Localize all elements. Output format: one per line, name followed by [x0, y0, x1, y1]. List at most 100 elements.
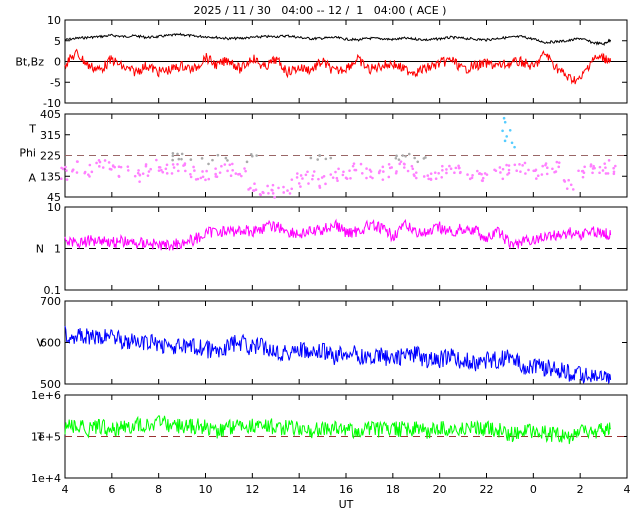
- theta-point: [171, 163, 175, 166]
- theta-point: [296, 172, 299, 175]
- phi-point: [329, 156, 333, 160]
- theta-point: [453, 171, 456, 174]
- theta-point: [158, 166, 162, 169]
- theta-point: [59, 177, 63, 181]
- theta_alt-point: [503, 120, 507, 124]
- phi-point: [177, 157, 181, 161]
- y-tick-label: 45: [47, 191, 61, 204]
- theta-point: [196, 177, 200, 181]
- theta-point: [329, 173, 333, 176]
- theta-point: [282, 185, 285, 189]
- theta-point: [262, 191, 265, 195]
- theta-point: [266, 184, 269, 188]
- x-tick-label: 10: [199, 483, 213, 496]
- theta-point: [88, 163, 92, 167]
- theta-point: [71, 168, 75, 172]
- theta-point: [466, 173, 469, 176]
- theta-point: [149, 167, 153, 171]
- theta-point: [126, 165, 130, 168]
- theta-point: [133, 174, 137, 178]
- theta-point: [468, 177, 472, 181]
- theta-point: [204, 178, 207, 182]
- theta-point: [65, 178, 69, 181]
- y-tick-label: -5: [50, 76, 61, 89]
- theta-point: [87, 173, 90, 176]
- theta-point: [381, 178, 385, 181]
- panel-speed: 700 600 500 V: [36, 295, 628, 391]
- theta-point: [563, 180, 567, 183]
- x-tick-label: 18: [386, 483, 400, 496]
- x-tick-label: 4: [624, 483, 631, 496]
- theta-point: [144, 163, 148, 166]
- theta-point: [165, 172, 169, 175]
- y-axis-label: N: [36, 243, 44, 256]
- theta-point: [259, 193, 262, 197]
- phi-point: [309, 156, 313, 160]
- theta-point: [214, 172, 217, 176]
- theta-point: [234, 172, 238, 175]
- theta-point: [98, 165, 101, 168]
- theta-point: [322, 174, 326, 178]
- theta-point: [557, 161, 561, 164]
- theta_alt-point: [510, 141, 514, 145]
- theta-point: [288, 192, 292, 195]
- phi-point: [250, 154, 254, 158]
- theta-point: [441, 164, 444, 168]
- theta-point: [414, 171, 418, 174]
- chart-title: 2025 / 11 / 30 04:00 -- 12 / 1 04:00 ( A…: [193, 4, 447, 17]
- theta-point: [377, 171, 381, 175]
- phi-point: [224, 156, 228, 160]
- phi-point: [401, 154, 404, 157]
- theta-point: [351, 164, 355, 168]
- theta-point: [387, 163, 391, 166]
- theta-point: [176, 162, 179, 166]
- theta-point: [433, 171, 437, 174]
- theta-point: [581, 175, 585, 179]
- theta-point: [403, 162, 406, 166]
- theta-point: [422, 175, 426, 178]
- theta-point: [458, 171, 462, 175]
- y-tick-label: 225: [40, 150, 61, 163]
- theta-point: [160, 168, 163, 172]
- theta-point: [535, 177, 538, 180]
- theta-point: [524, 172, 527, 175]
- theta-point: [170, 172, 174, 175]
- theta-point: [440, 176, 444, 179]
- theta-point: [569, 183, 573, 187]
- theta-point: [271, 189, 274, 192]
- theta-point: [76, 160, 79, 163]
- theta-point: [365, 176, 368, 180]
- phi-point: [404, 154, 407, 158]
- theta-point: [426, 174, 430, 177]
- theta-point: [445, 171, 448, 175]
- theta-point: [485, 173, 489, 176]
- theta-point: [381, 165, 385, 169]
- theta-point: [324, 182, 327, 186]
- theta-point: [98, 160, 102, 164]
- y-axis-label: V: [36, 337, 44, 350]
- theta-point: [136, 171, 140, 175]
- theta-point: [458, 166, 461, 170]
- theta-point: [138, 173, 142, 177]
- theta-point: [229, 174, 233, 178]
- theta-point: [411, 167, 415, 171]
- theta-point: [427, 177, 430, 181]
- x-tick-label: 12: [245, 483, 259, 496]
- phi-point: [171, 152, 175, 155]
- y-tick-label: 135: [40, 170, 61, 183]
- theta-point: [612, 166, 615, 170]
- theta-point: [583, 165, 586, 169]
- x-tick-label: 16: [339, 483, 353, 496]
- theta-point: [398, 162, 402, 166]
- theta-point: [571, 188, 575, 191]
- y-tick-label: -10: [43, 97, 61, 110]
- theta-point: [336, 179, 339, 183]
- theta-point: [277, 186, 280, 190]
- y-tick-label: 1e+6: [31, 389, 61, 402]
- theta-point: [591, 171, 594, 175]
- theta-point: [304, 173, 308, 177]
- theta-point: [471, 173, 474, 177]
- theta-point: [155, 158, 158, 162]
- theta-point: [565, 187, 569, 190]
- theta-point: [345, 177, 349, 180]
